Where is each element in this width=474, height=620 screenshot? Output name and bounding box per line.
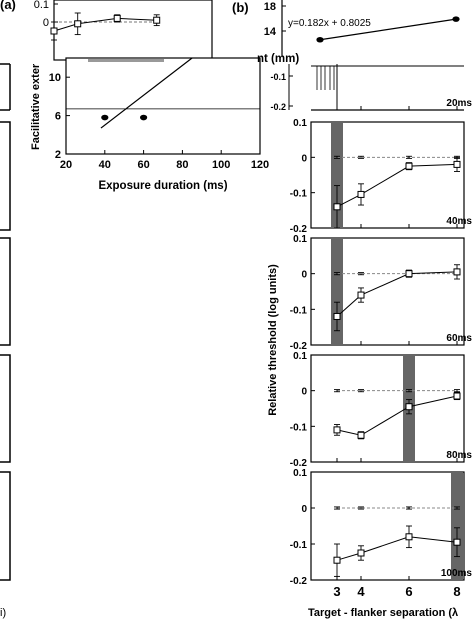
b-x-tick-label: 8 <box>453 584 460 599</box>
b-panel-5-y-tick-label: -0.2 <box>290 576 308 587</box>
b-panel-5-duration-label: 100ms <box>441 568 473 579</box>
b-inset-fit-line <box>319 18 457 41</box>
b-panel-5-y-tick-label: 0 <box>301 504 307 515</box>
a-inset-plot: 0.10 <box>34 0 161 41</box>
b-x-tick-label: 3 <box>333 584 340 599</box>
b-panel-2-series-line <box>336 163 458 208</box>
b-panel-5-series-line <box>336 536 458 561</box>
b-panel-5-y-tick-label: -0.1 <box>290 540 308 551</box>
b-panel-2-point <box>405 162 413 170</box>
b-panel-4-series-line <box>336 395 458 436</box>
b-x-label: Target - flanker separation (λ <box>308 607 458 619</box>
a-inset-frame <box>53 0 213 61</box>
b-panel-4-y-tick-label: -0.2 <box>290 458 308 469</box>
b-inset-y-tick-label: 14 <box>264 26 277 38</box>
b-panel-3-series-line <box>336 271 458 317</box>
a-main-x-label: Exposure duration (ms) <box>98 180 227 192</box>
a-inset-point <box>113 14 121 22</box>
b-panel-2-point <box>453 160 461 168</box>
b-panel-4-y-tick-label: -0.1 <box>290 422 308 433</box>
b-panel-4-point <box>453 392 461 400</box>
b-panel-2-duration-label: 40ms <box>446 216 472 227</box>
a-main-x-tick-label: 60 <box>137 159 149 171</box>
a-main-y-label: Facilitative exter <box>30 63 42 150</box>
a-main-y-tick-label: 6 <box>55 111 61 123</box>
a-main-point <box>140 114 148 121</box>
a-main-plot: 20 40 60 80 100 120 2 6 10 <box>49 57 269 171</box>
panel-label-a: (a) <box>0 0 16 12</box>
a-main-x-tick-label: 40 <box>99 159 111 171</box>
b-panel-3-duration-label: 60ms <box>446 333 472 344</box>
b-x-tick-label: 6 <box>405 584 412 599</box>
b-panel-4-y-tick-label: 0 <box>301 387 307 398</box>
a-main-y-tick-label: 2 <box>55 149 61 161</box>
b-panel-5-point <box>405 533 413 541</box>
b-panel-3-y-tick-label: -0.2 <box>290 341 308 352</box>
b-panel-2-point <box>333 203 341 211</box>
b-inset-y-tick-label: 18 <box>264 1 276 13</box>
b-panel-1-y-tick-label: -0.1 <box>270 72 286 82</box>
b-inset-point <box>452 16 460 22</box>
b-panel-4-y-tick-label: 0.1 <box>293 351 307 362</box>
b-panel-4-duration-label: 80ms <box>446 450 472 461</box>
b-panel-3-point <box>357 291 365 299</box>
b-panel-3-point <box>333 312 341 320</box>
a-main-x-tick-label: 20 <box>60 159 72 171</box>
b-panel-4-point <box>333 426 341 434</box>
b-panel-4-point <box>357 431 365 439</box>
a-main-top-band <box>88 59 164 62</box>
a-main-point <box>101 114 109 121</box>
b-panel-2-y-tick-label: -0.2 <box>290 224 308 235</box>
b-panel-3-point <box>453 268 461 276</box>
b-inset-y-label: nt (mm) <box>257 53 299 65</box>
a-main-x-tick-label: 80 <box>176 159 188 171</box>
b-panel-5-y-tick-label: 0.1 <box>293 468 307 479</box>
a-inset-series-line <box>53 17 157 32</box>
b-panel-4-frame <box>310 354 465 463</box>
panel-label-b: (b) <box>232 0 249 15</box>
a-main-x-tick-label: 120 <box>251 159 269 171</box>
a-inset-point <box>153 16 161 24</box>
a-main-fit-line <box>100 57 193 129</box>
b-panel-3-y-tick-label: 0 <box>301 270 307 281</box>
b-inset-point <box>316 36 324 43</box>
b-y-label: Relative threshold (log units) <box>267 264 279 416</box>
a-inset-y-tick-label: 0.1 <box>34 0 49 11</box>
left-tail-label: i) <box>0 607 6 619</box>
b-panel-1-y-tick-label: -0.2 <box>270 102 286 112</box>
b-panel-4-point <box>405 403 413 411</box>
b-x-tick-label: 4 <box>357 584 365 599</box>
b-panel-3-point <box>405 270 413 278</box>
left-panel-stubs <box>0 63 11 581</box>
b-panel-5-frame <box>310 471 465 581</box>
b-panel-2-point <box>357 190 365 198</box>
b-panel-5-highlight-bar <box>451 473 463 580</box>
b-inset-equation: y=0.182x + 0.8025 <box>288 18 371 29</box>
b-panels: -0.1 -0.2 20ms 0.1 0 -0.1 -0.2 40ms 0.1 0 -0.1 -0.2… <box>270 64 472 599</box>
b-panel-3-y-tick-label: -0.1 <box>290 305 308 316</box>
a-inset-point <box>74 20 82 28</box>
a-main-frame <box>65 57 261 155</box>
a-inset-y-tick-label: 0 <box>43 17 49 29</box>
b-panel-5-point <box>453 538 461 546</box>
b-panel-1-duration-label: 20ms <box>446 98 472 109</box>
b-panel-5-point <box>357 549 365 557</box>
a-main-y-tick-label: 10 <box>49 72 61 84</box>
b-panel-2-y-tick-label: 0.1 <box>293 118 307 129</box>
b-panel-2-highlight-bar <box>331 123 343 228</box>
a-main-x-tick-label: 100 <box>212 159 230 171</box>
a-inset-point <box>50 27 58 35</box>
b-panel-5-point <box>333 556 341 564</box>
b-panel-2-y-tick-label: -0.1 <box>290 189 308 200</box>
b-panel-2-y-tick-label: 0 <box>301 153 307 164</box>
b-panel-3-y-tick-label: 0.1 <box>293 234 307 245</box>
